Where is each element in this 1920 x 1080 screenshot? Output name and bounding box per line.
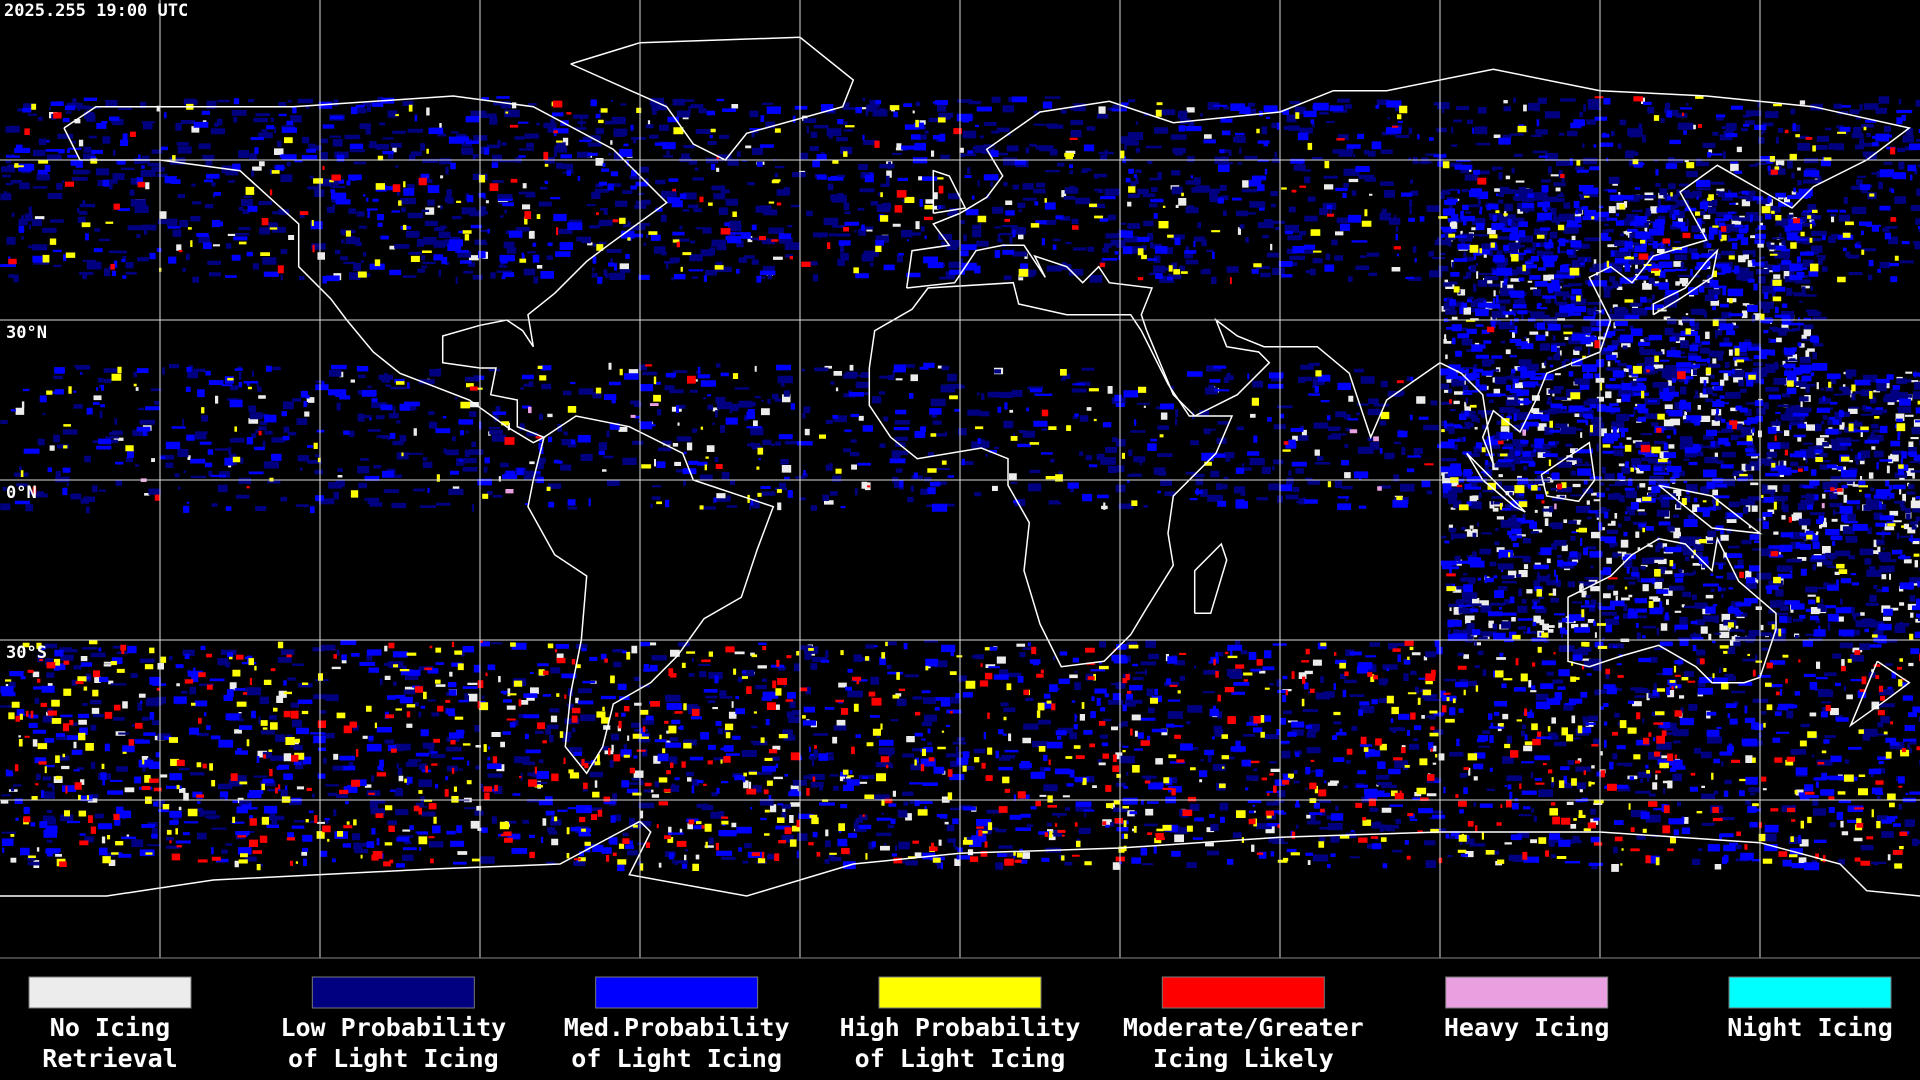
timestamp: 2025.255 19:00 UTC xyxy=(4,1,188,21)
coastline xyxy=(1540,441,1596,503)
graticule xyxy=(0,0,1920,959)
coastline xyxy=(570,36,855,161)
latitude-label: 30°S xyxy=(6,643,47,663)
legend-label: of Light Icing xyxy=(288,1044,499,1073)
legend-label: Heavy Icing xyxy=(1444,1013,1610,1042)
legend-label: High Probability xyxy=(840,1013,1081,1042)
coastline xyxy=(1567,536,1777,684)
legend-swatch xyxy=(28,976,192,1009)
legend-label: Retrieval xyxy=(42,1044,177,1073)
coastline xyxy=(1466,452,1526,513)
latitude-label: 0°N xyxy=(6,483,37,503)
coastline xyxy=(1193,542,1228,615)
icing-patch xyxy=(8,96,1920,867)
coastline xyxy=(868,281,1234,668)
legend-label: of Light Icing xyxy=(571,1044,782,1073)
legend-label: Night Icing xyxy=(1727,1013,1893,1042)
legend-label: Med.Probability xyxy=(564,1013,790,1042)
icing-field xyxy=(0,96,1920,872)
legend-label: Icing Likely xyxy=(1153,1044,1334,1073)
legend-label: No Icing xyxy=(50,1013,170,1042)
coastline xyxy=(1849,660,1911,728)
coastline xyxy=(527,415,775,775)
legend-swatch xyxy=(1161,976,1325,1009)
coastline xyxy=(1652,248,1719,316)
icing-patch xyxy=(0,97,1920,872)
legend-swatch xyxy=(878,976,1042,1009)
legend-swatch xyxy=(595,976,759,1009)
latitude-labels: 30°N 0°N 30°S xyxy=(6,323,47,663)
legend-swatch xyxy=(311,976,475,1009)
coastline xyxy=(932,169,967,215)
legend-label: Moderate/Greater xyxy=(1123,1013,1364,1042)
legend-label: Low Probability xyxy=(280,1013,506,1042)
icing-patch xyxy=(0,96,1920,872)
legend-swatch xyxy=(1445,976,1609,1009)
legend-label: of Light Icing xyxy=(855,1044,1066,1073)
latitude-label: 30°N xyxy=(6,323,47,343)
icing-patch xyxy=(0,96,1920,870)
legend-swatch xyxy=(1728,976,1892,1009)
